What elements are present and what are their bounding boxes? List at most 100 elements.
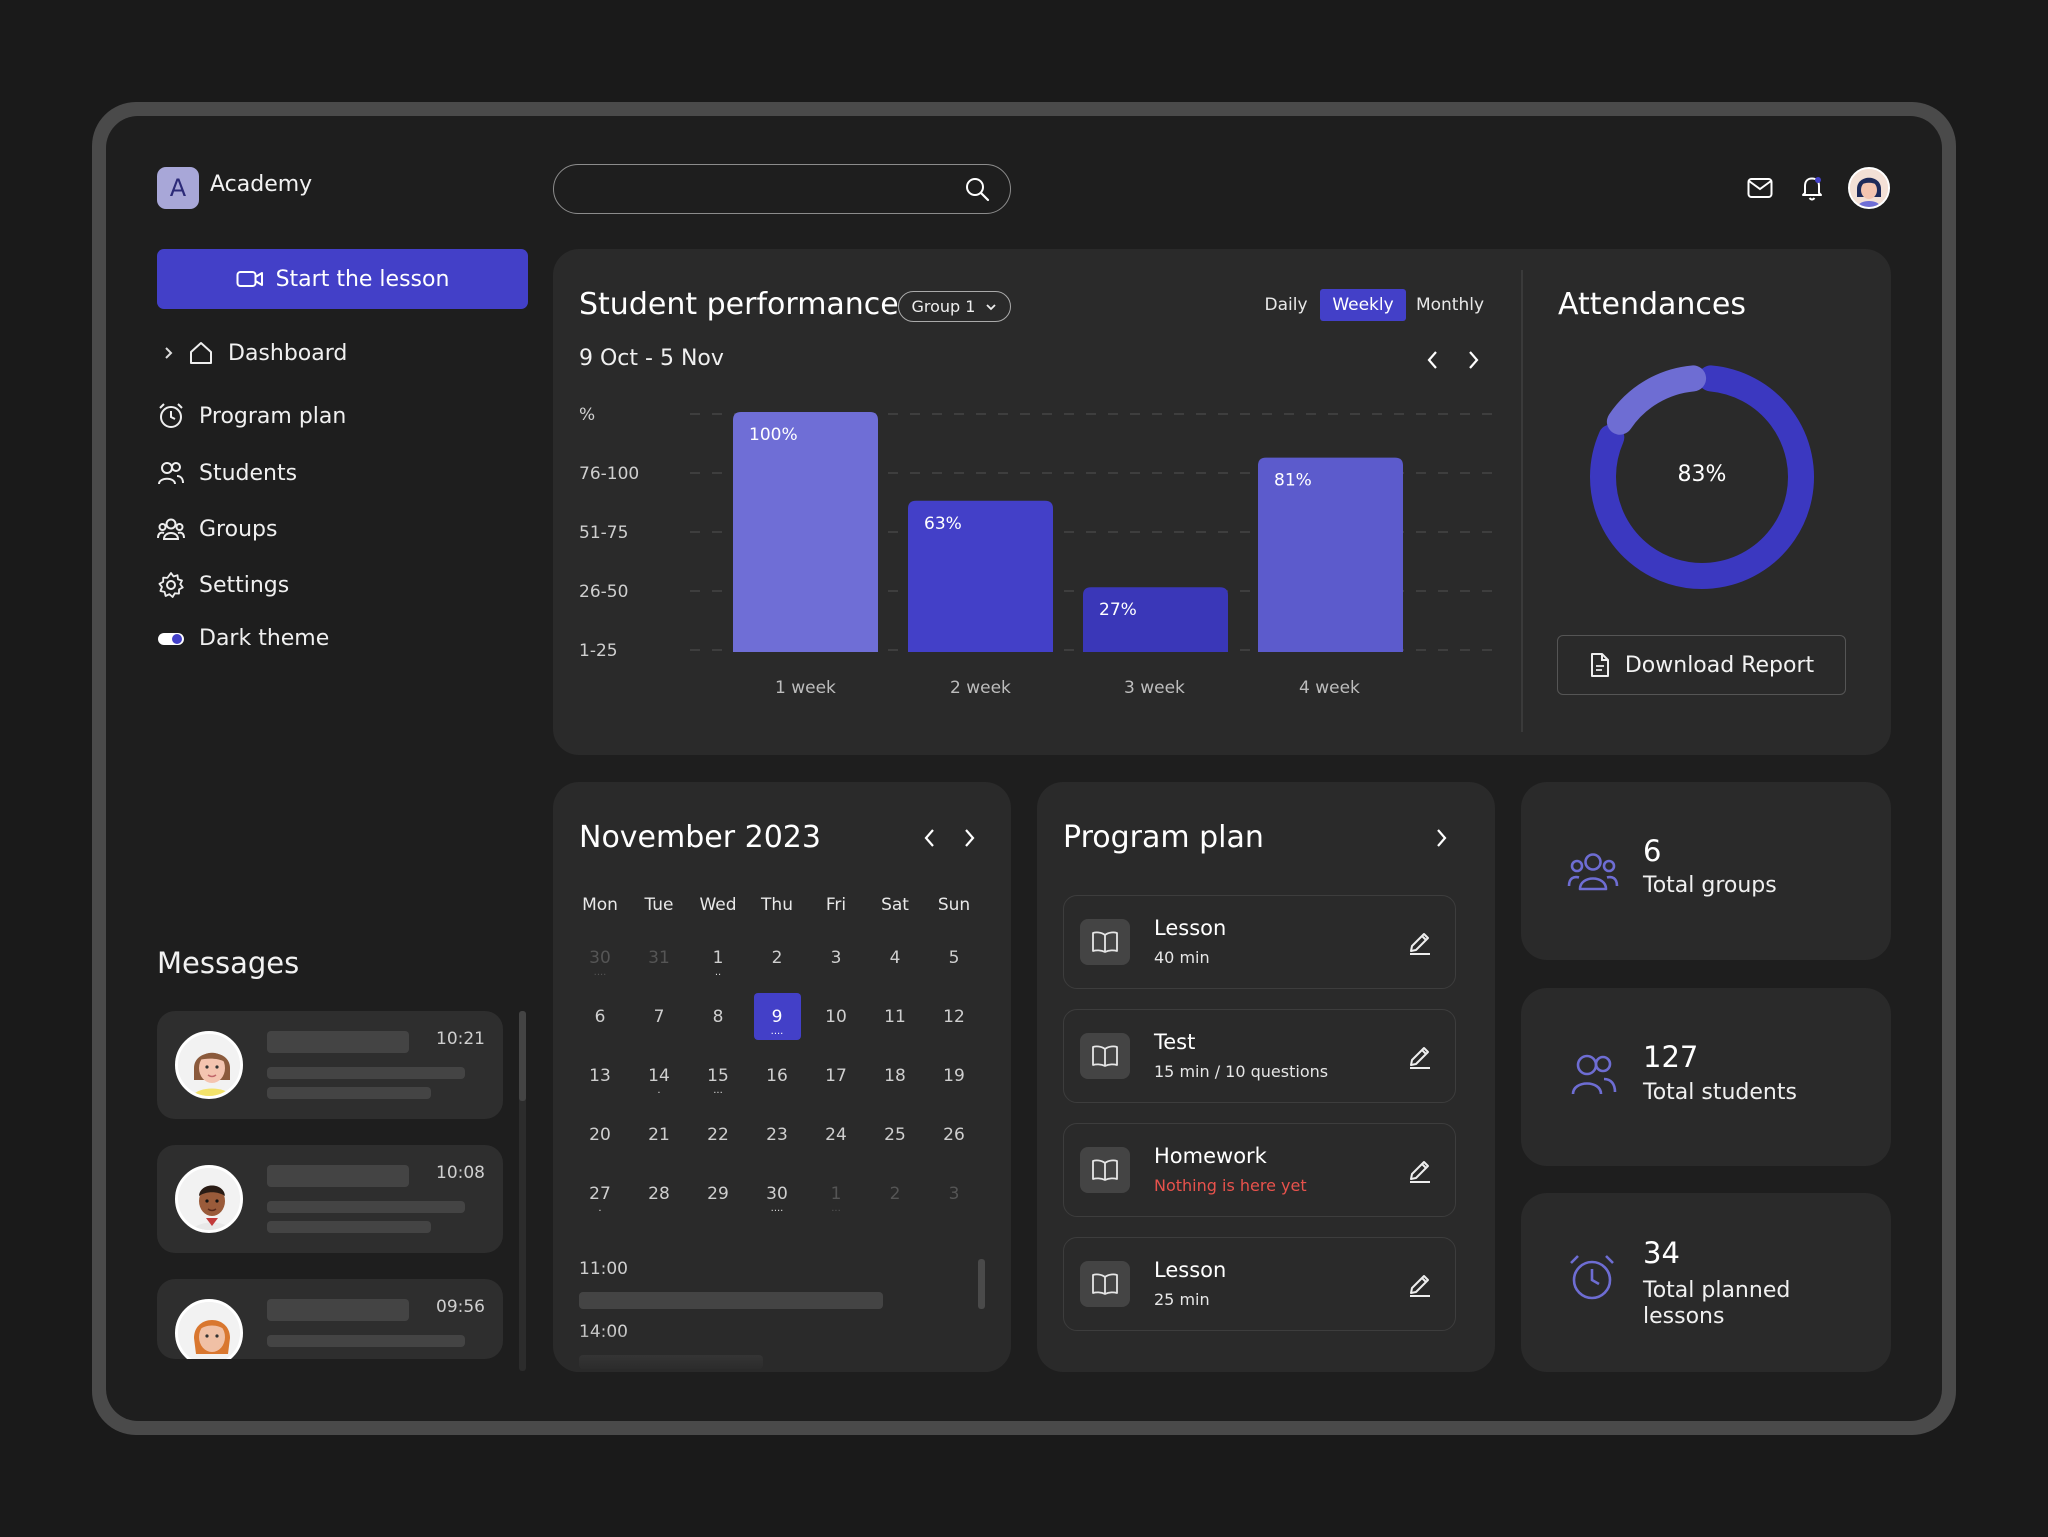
download-report-button[interactable]: Download Report bbox=[1557, 635, 1846, 695]
prev-month-arrow-icon[interactable] bbox=[922, 826, 938, 850]
search-icon[interactable] bbox=[964, 176, 990, 202]
pencil-icon[interactable] bbox=[1407, 1271, 1433, 1301]
program-plan-item[interactable]: Homework Nothing is here yet bbox=[1063, 1123, 1456, 1217]
calendar-day[interactable]: 27 · bbox=[575, 1184, 625, 1217]
calendar-day[interactable]: 15 ··· bbox=[693, 1066, 743, 1099]
sidebar-item-program-plan[interactable]: Program plan bbox=[157, 402, 346, 430]
program-plan-item[interactable]: Lesson 25 min bbox=[1063, 1237, 1456, 1331]
start-lesson-button[interactable]: Start the lesson bbox=[157, 249, 528, 309]
sidebar-item-groups[interactable]: Groups bbox=[157, 515, 277, 543]
prev-period-arrow-icon[interactable] bbox=[1425, 348, 1441, 372]
calendar-day[interactable]: 1 ··· bbox=[811, 1184, 861, 1217]
search-bar[interactable] bbox=[553, 164, 1011, 214]
user-avatar[interactable] bbox=[1848, 167, 1890, 209]
bar-4-week[interactable] bbox=[1258, 457, 1403, 652]
pencil-icon[interactable] bbox=[1407, 1043, 1433, 1073]
search-input[interactable] bbox=[574, 175, 954, 203]
program-plan-open-arrow-icon[interactable] bbox=[1433, 826, 1449, 850]
message-text-placeholder bbox=[267, 1221, 431, 1233]
calendar-day[interactable]: 4 bbox=[870, 948, 920, 968]
schedule-event-placeholder[interactable] bbox=[579, 1292, 883, 1309]
calendar-day-today[interactable]: 9 ···· bbox=[752, 1007, 802, 1040]
calendar-day[interactable]: 2 bbox=[752, 948, 802, 968]
calendar-day[interactable]: 30 ···· bbox=[575, 948, 625, 981]
calendar-day[interactable]: 5 bbox=[929, 948, 979, 968]
bar-3-week[interactable] bbox=[1083, 587, 1228, 652]
range-monthly[interactable]: Monthly bbox=[1415, 295, 1485, 315]
calendar-day[interactable]: 21 bbox=[634, 1125, 684, 1145]
calendar-day[interactable]: 23 bbox=[752, 1125, 802, 1145]
program-plan-item[interactable]: Lesson 40 min bbox=[1063, 895, 1456, 989]
donut-attended-segment bbox=[1590, 365, 1814, 589]
sidebar-item-dashboard[interactable]: Dashboard bbox=[164, 340, 347, 366]
bar-1-week[interactable] bbox=[733, 412, 878, 652]
next-month-arrow-icon[interactable] bbox=[961, 826, 977, 850]
calendar-day-number: 4 bbox=[889, 948, 901, 968]
avatar bbox=[175, 1031, 243, 1099]
calendar-day[interactable]: 6 bbox=[575, 1007, 625, 1027]
calendar-day[interactable]: 29 bbox=[693, 1184, 743, 1204]
calendar-day[interactable]: 30 ···· bbox=[752, 1184, 802, 1217]
stat-value: 34 bbox=[1643, 1236, 1680, 1270]
x-axis-label: 1 week bbox=[775, 678, 836, 698]
range-daily[interactable]: Daily bbox=[1264, 295, 1308, 315]
message-text-placeholder bbox=[267, 1087, 431, 1099]
message-card[interactable]: 10:21 bbox=[157, 1011, 503, 1119]
calendar-day[interactable]: 1 ·· bbox=[693, 948, 743, 981]
message-sender-placeholder bbox=[267, 1031, 409, 1053]
calendar-day[interactable]: 12 bbox=[929, 1007, 979, 1027]
calendar-day[interactable]: 20 bbox=[575, 1125, 625, 1145]
calendar-day-number: 15 bbox=[707, 1066, 729, 1086]
calendar-day[interactable]: 31 bbox=[634, 948, 684, 968]
program-plan-title: Program plan bbox=[1063, 820, 1264, 855]
messages-scrollbar-thumb[interactable] bbox=[519, 1011, 526, 1101]
calendar-day[interactable]: 14 · bbox=[634, 1066, 684, 1099]
calendar-day[interactable]: 18 bbox=[870, 1066, 920, 1086]
calendar-day[interactable]: 24 bbox=[811, 1125, 861, 1145]
calendar-day[interactable]: 2 bbox=[870, 1184, 920, 1204]
users-icon bbox=[157, 459, 185, 487]
bar-2-week[interactable] bbox=[908, 500, 1053, 652]
calendar-day-number: 9 bbox=[771, 1007, 783, 1027]
calendar-day-number: 23 bbox=[766, 1125, 788, 1145]
message-card[interactable]: 10:08 bbox=[157, 1145, 503, 1253]
calendar-day[interactable]: 25 bbox=[870, 1125, 920, 1145]
bar-value-label: 27% bbox=[1099, 600, 1137, 620]
calendar-day[interactable]: 16 bbox=[752, 1066, 802, 1086]
schedule-time: 11:00 bbox=[579, 1259, 628, 1279]
fade-overlay bbox=[553, 1330, 1011, 1372]
sidebar-item-students[interactable]: Students bbox=[157, 459, 297, 487]
calendar-day[interactable]: 22 bbox=[693, 1125, 743, 1145]
calendar-day[interactable]: 11 bbox=[870, 1007, 920, 1027]
calendar-day[interactable]: 8 bbox=[693, 1007, 743, 1027]
next-period-arrow-icon[interactable] bbox=[1465, 348, 1481, 372]
message-card[interactable]: 09:56 bbox=[157, 1279, 503, 1359]
pencil-icon[interactable] bbox=[1407, 929, 1433, 959]
calendar-day[interactable]: 3 bbox=[811, 948, 861, 968]
sidebar-item-dark-theme[interactable]: Dark theme bbox=[157, 626, 329, 651]
calendar-day[interactable]: 3 bbox=[929, 1184, 979, 1204]
calendar-day[interactable]: 19 bbox=[929, 1066, 979, 1086]
stat-label: Total groups bbox=[1643, 873, 1777, 898]
program-plan-item-detail: 15 min / 10 questions bbox=[1154, 1062, 1329, 1081]
range-weekly[interactable]: Weekly bbox=[1320, 289, 1406, 321]
calendar-day[interactable]: 26 bbox=[929, 1125, 979, 1145]
toggle-icon[interactable] bbox=[157, 630, 185, 648]
group-select[interactable]: Group 1 bbox=[898, 291, 1011, 322]
mail-icon[interactable] bbox=[1747, 177, 1773, 199]
sidebar-item-settings[interactable]: Settings bbox=[157, 571, 289, 599]
pencil-icon[interactable] bbox=[1407, 1157, 1433, 1187]
calendar-day-number: 6 bbox=[594, 1007, 606, 1027]
calendar-day[interactable]: 10 bbox=[811, 1007, 861, 1027]
calendar-day[interactable]: 7 bbox=[634, 1007, 684, 1027]
stat-label: Total students bbox=[1643, 1080, 1797, 1105]
bell-icon[interactable] bbox=[1800, 174, 1824, 202]
messages-scrollbar[interactable] bbox=[519, 1011, 526, 1371]
event-dots: · bbox=[657, 1088, 661, 1099]
calendar-day[interactable]: 28 bbox=[634, 1184, 684, 1204]
sidebar-item-label: Groups bbox=[199, 516, 278, 542]
calendar-day[interactable]: 13 bbox=[575, 1066, 625, 1086]
calendar-day[interactable]: 17 bbox=[811, 1066, 861, 1086]
program-plan-item[interactable]: Test 15 min / 10 questions bbox=[1063, 1009, 1456, 1103]
schedule-scrollbar-thumb[interactable] bbox=[978, 1259, 985, 1309]
